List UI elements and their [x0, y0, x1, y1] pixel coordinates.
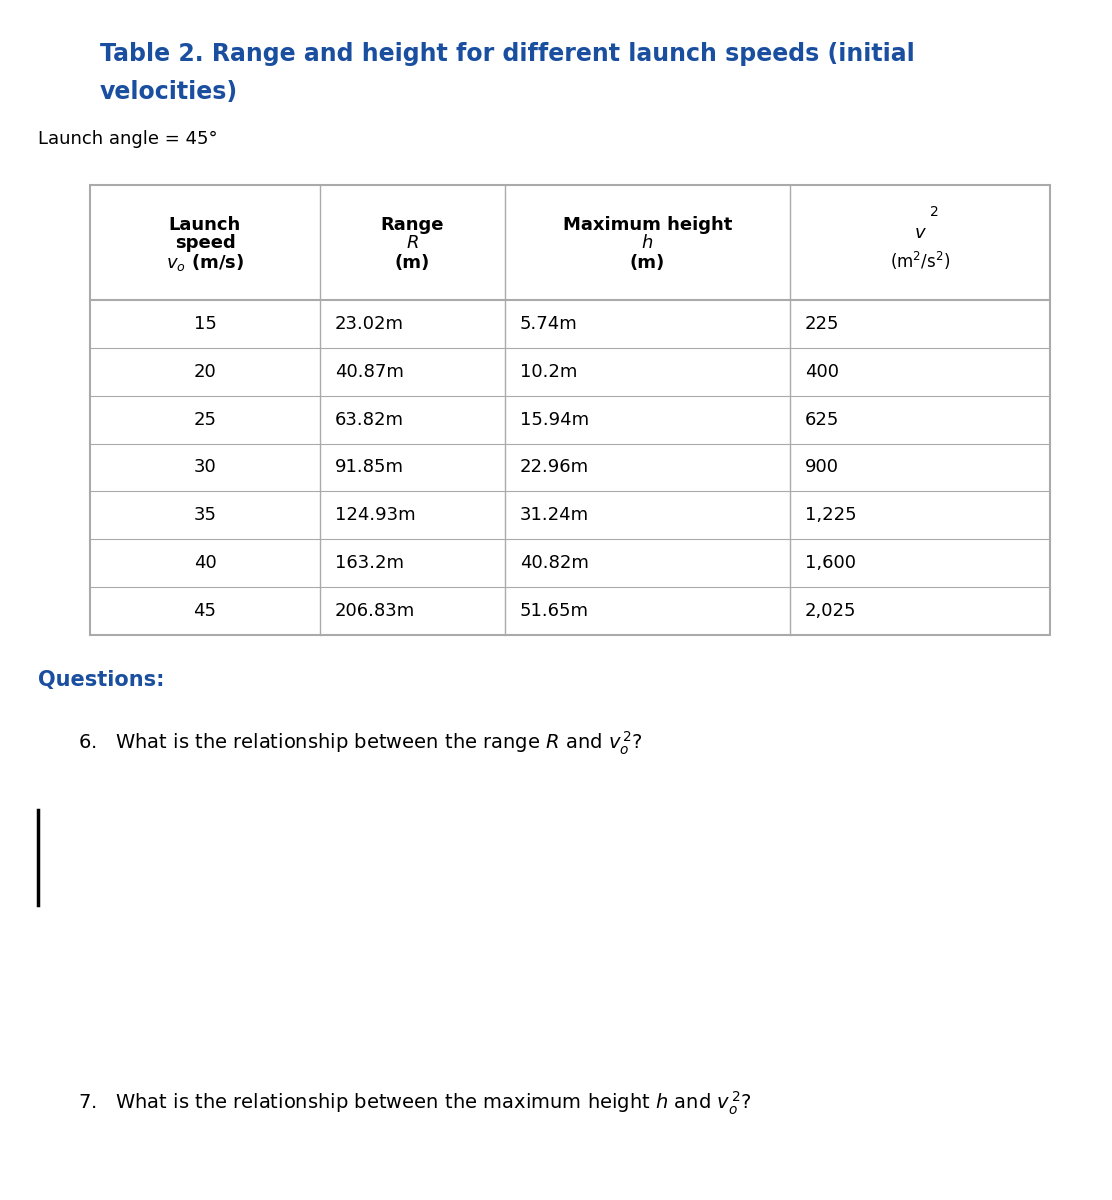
Text: Launch angle = 45°: Launch angle = 45° [38, 130, 218, 148]
Text: velocities): velocities) [100, 80, 238, 104]
Text: $v$: $v$ [914, 223, 926, 241]
Text: 1,225: 1,225 [805, 506, 856, 524]
Text: 45: 45 [193, 602, 217, 620]
Text: 124.93m: 124.93m [335, 506, 416, 524]
Text: 625: 625 [805, 410, 840, 428]
Text: 900: 900 [805, 458, 838, 476]
Text: 63.82m: 63.82m [335, 410, 404, 428]
Text: 10.2m: 10.2m [520, 362, 577, 380]
Text: 22.96m: 22.96m [520, 458, 589, 476]
Text: (m): (m) [395, 253, 430, 271]
Text: 40.82m: 40.82m [520, 554, 589, 572]
Text: $(\mathrm{m}^2/\mathrm{s}^2)$: $(\mathrm{m}^2/\mathrm{s}^2)$ [890, 250, 950, 271]
Text: 7.   What is the relationship between the maximum height $h$ and $v_o^{\,2}$?: 7. What is the relationship between the … [78, 1090, 752, 1117]
Text: speed: speed [175, 234, 236, 252]
Text: 206.83m: 206.83m [335, 602, 415, 620]
Text: (m): (m) [629, 253, 665, 271]
Text: 91.85m: 91.85m [335, 458, 404, 476]
Text: Maximum height: Maximum height [563, 216, 732, 234]
Text: $h$: $h$ [642, 234, 654, 252]
Text: 20: 20 [193, 362, 217, 380]
Text: 163.2m: 163.2m [335, 554, 404, 572]
Text: Table 2. Range and height for different launch speeds (initial: Table 2. Range and height for different … [100, 42, 915, 66]
Text: 400: 400 [805, 362, 838, 380]
Text: Launch: Launch [169, 216, 241, 234]
Text: 5.74m: 5.74m [520, 314, 578, 332]
Text: 30: 30 [193, 458, 217, 476]
Text: $v_o$ (m/s): $v_o$ (m/s) [166, 252, 244, 272]
Text: 2,025: 2,025 [805, 602, 856, 620]
Text: $2$: $2$ [930, 205, 939, 220]
Text: 15.94m: 15.94m [520, 410, 589, 428]
Text: 31.24m: 31.24m [520, 506, 589, 524]
Text: 15: 15 [193, 314, 217, 332]
Bar [90, 185, 1050, 635]
Text: 35: 35 [193, 506, 217, 524]
Text: $R$: $R$ [406, 234, 419, 252]
Text: 40.87m: 40.87m [335, 362, 404, 380]
Text: 225: 225 [805, 314, 840, 332]
Text: 51.65m: 51.65m [520, 602, 589, 620]
Text: 40: 40 [193, 554, 217, 572]
Text: 25: 25 [193, 410, 217, 428]
Text: 6.   What is the relationship between the range $R$ and $v_o^{\,2}$?: 6. What is the relationship between the … [78, 730, 643, 757]
Text: 1,600: 1,600 [805, 554, 856, 572]
Text: 23.02m: 23.02m [335, 314, 404, 332]
Text: Questions:: Questions: [38, 670, 165, 690]
Text: Range: Range [380, 216, 445, 234]
